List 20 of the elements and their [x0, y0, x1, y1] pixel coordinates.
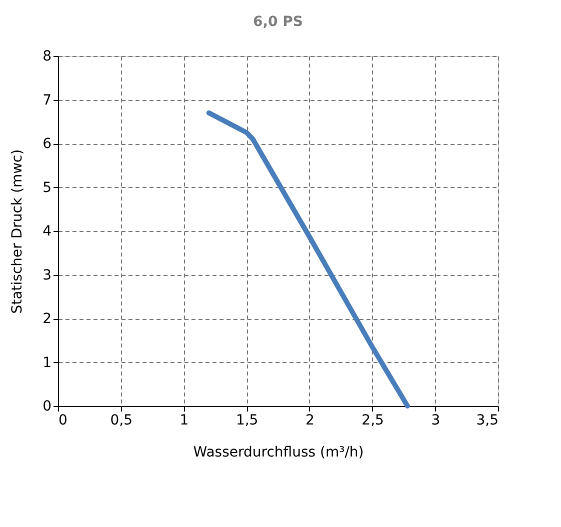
- y-axis-title: Statischer Druck (mwc): [10, 149, 26, 314]
- y-tick-label: 7: [42, 92, 52, 108]
- x-tick-label: 3: [431, 412, 440, 428]
- y-tick-label: 8: [42, 48, 52, 64]
- y-tick-label: 4: [42, 224, 52, 240]
- y-tick-label: 0: [42, 398, 52, 414]
- y-tick-label: 1: [42, 354, 52, 371]
- y-tick-label: 6: [42, 136, 52, 152]
- x-tick-label: 1: [180, 412, 189, 428]
- y-tick-label: 2: [42, 311, 52, 327]
- x-tick-label: 3,5: [476, 412, 498, 428]
- x-axis-title: Wasserdurchfluss (m³/h): [193, 444, 364, 460]
- y-tick-label: 5: [42, 180, 52, 196]
- x-tick-label: 0: [58, 412, 68, 428]
- chart-title: 6,0 PS: [252, 14, 304, 30]
- x-tick-label: 1,5: [236, 412, 258, 428]
- x-tick-label: 2: [305, 412, 314, 428]
- x-tick-label: 0,5: [110, 412, 132, 428]
- x-tick-label: 2,5: [362, 412, 384, 428]
- y-tick-label: 3: [42, 267, 52, 284]
